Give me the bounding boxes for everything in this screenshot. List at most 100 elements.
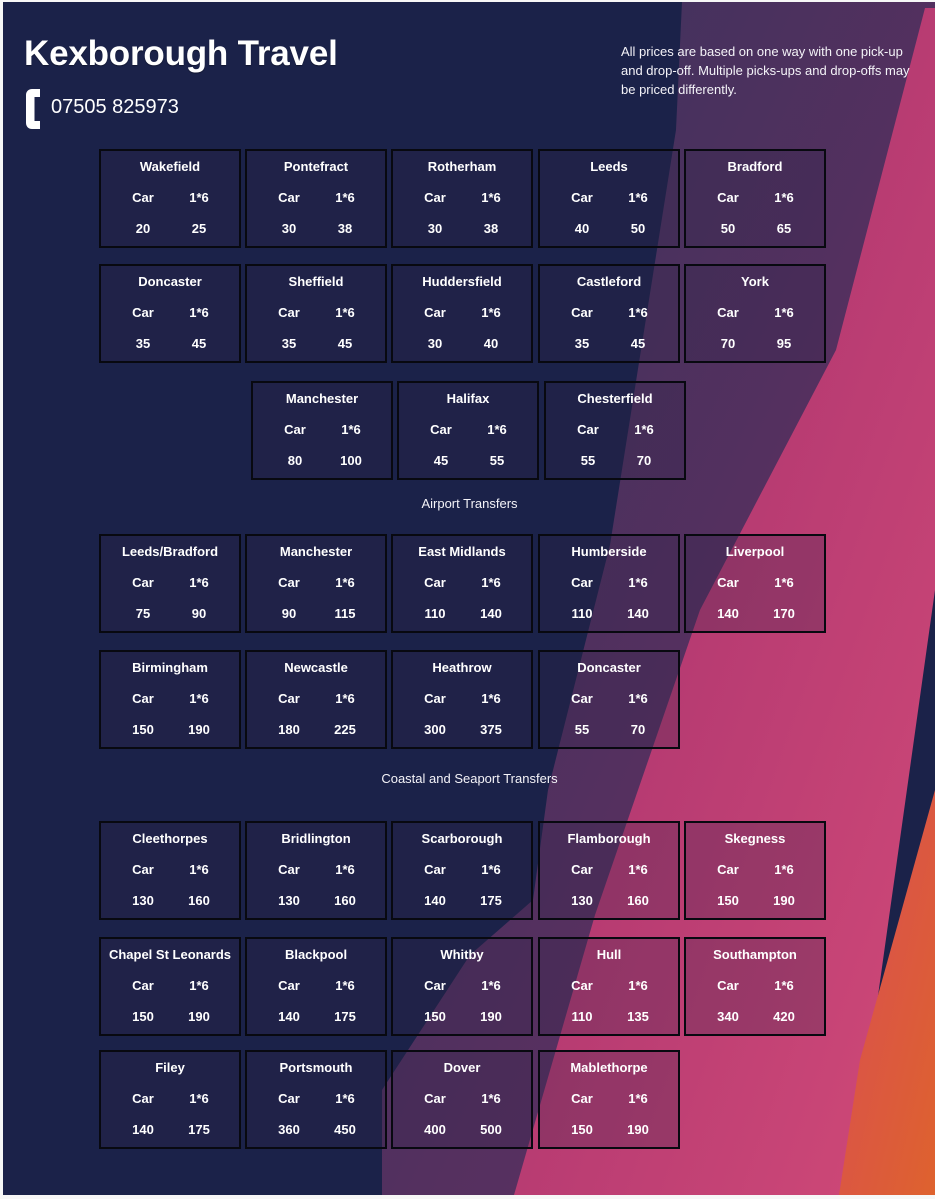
car-label: Car [571,862,593,877]
minibus-label: 1*6 [634,422,654,437]
city-name: Filey [155,1060,185,1075]
price-card: Sheffield Car 1*6 35 45 [245,264,387,363]
pricing-note: All prices are based on one way with one… [621,44,910,97]
car-price: 70 [720,336,736,351]
minibus-label: 1*6 [774,862,794,877]
car-label: Car [571,190,593,205]
price-card: Blackpool Car 1*6 140 175 [245,937,387,1036]
car-label: Car [278,1091,300,1106]
minibus-price: 190 [480,1009,502,1024]
price-card: Castleford Car 1*6 35 45 [538,264,680,363]
price-card: Leeds/Bradford Car 1*6 75 90 [99,534,241,633]
city-name: Manchester [279,544,353,559]
price-card-content: Bradford Car 1*6 50 65 [686,151,824,246]
city-name: Castleford [576,274,642,289]
price-card: Bridlington Car 1*6 130 160 [245,821,387,920]
minibus-label: 1*6 [189,978,209,993]
car-label: Car [424,862,446,877]
minibus-price: 45 [630,336,646,351]
car-label: Car [571,1091,593,1106]
car-price: 30 [427,221,443,236]
car-label: Car [717,305,739,320]
city-name: Hull [596,947,622,962]
minibus-price: 100 [340,453,362,468]
car-label: Car [571,575,593,590]
city-name: Pontefract [283,159,349,174]
minibus-price: 225 [334,722,356,737]
minibus-label: 1*6 [189,190,209,205]
minibus-price: 90 [191,606,207,621]
price-card-content: Manchester Car 1*6 90 115 [247,536,385,631]
city-name: Portsmouth [279,1060,353,1075]
minibus-price: 70 [636,453,652,468]
city-name: Chesterfield [577,391,653,406]
phone-contact: 07505 825973 [25,88,179,130]
minibus-price: 140 [627,606,649,621]
minibus-price: 45 [337,336,353,351]
minibus-label: 1*6 [481,1091,501,1106]
city-name: Flamborough [567,831,651,846]
minibus-price: 420 [773,1009,795,1024]
minibus-label: 1*6 [774,305,794,320]
car-label: Car [132,1091,154,1106]
city-name: York [741,274,769,289]
car-price: 55 [580,453,596,468]
price-card-content: Heathrow Car 1*6 300 375 [393,652,531,747]
minibus-label: 1*6 [481,862,501,877]
price-card: Humberside Car 1*6 110 140 [538,534,680,633]
price-card: East Midlands Car 1*6 110 140 [391,534,533,633]
price-card-content: Birmingham Car 1*6 150 190 [101,652,239,747]
price-card-content: Flamborough Car 1*6 130 160 [540,823,678,918]
minibus-label: 1*6 [774,978,794,993]
city-name: Blackpool [284,947,348,962]
price-card-content: York Car 1*6 70 95 [686,266,824,361]
city-name: Southampton [713,947,797,962]
city-name: Skegness [724,831,786,846]
car-price: 130 [571,893,593,908]
minibus-label: 1*6 [628,575,648,590]
car-price: 110 [571,1009,593,1024]
minibus-label: 1*6 [335,575,355,590]
car-label: Car [132,575,154,590]
minibus-label: 1*6 [189,575,209,590]
minibus-price: 70 [630,722,646,737]
minibus-label: 1*6 [189,691,209,706]
car-price: 150 [132,1009,154,1024]
minibus-price: 175 [188,1122,210,1137]
car-label: Car [278,862,300,877]
car-label: Car [132,190,154,205]
city-name: Halifax [446,391,490,406]
price-card-content: Whitby Car 1*6 150 190 [393,939,531,1034]
price-card: Hull Car 1*6 110 135 [538,937,680,1036]
price-card-content: Castleford Car 1*6 35 45 [540,266,678,361]
car-price: 110 [571,606,593,621]
price-card: Manchester Car 1*6 90 115 [245,534,387,633]
car-label: Car [278,978,300,993]
price-card-content: Bridlington Car 1*6 130 160 [247,823,385,918]
minibus-price: 45 [191,336,207,351]
city-name: Bradford [727,159,783,174]
city-name: Dover [443,1060,481,1075]
minibus-price: 190 [188,722,210,737]
car-label: Car [132,862,154,877]
price-card-content: Manchester Car 1*6 80 100 [253,383,391,478]
minibus-label: 1*6 [335,978,355,993]
city-name: Whitby [440,947,484,962]
price-card-content: Leeds/Bradford Car 1*6 75 90 [101,536,239,631]
car-label: Car [717,862,739,877]
price-card: Southampton Car 1*6 340 420 [684,937,826,1036]
price-card-content: Scarborough Car 1*6 140 175 [393,823,531,918]
price-card-content: Wakefield Car 1*6 20 25 [101,151,239,246]
car-label: Car [424,978,446,993]
car-price: 45 [433,453,449,468]
car-price: 50 [720,221,736,236]
price-card: Chapel St Leonards Car 1*6 150 190 [99,937,241,1036]
city-name: Sheffield [288,274,344,289]
city-name: Rotherham [427,159,497,174]
price-card-content: Humberside Car 1*6 110 140 [540,536,678,631]
car-label: Car [278,305,300,320]
city-name: Newcastle [284,660,348,675]
car-price: 130 [132,893,154,908]
minibus-label: 1*6 [481,305,501,320]
